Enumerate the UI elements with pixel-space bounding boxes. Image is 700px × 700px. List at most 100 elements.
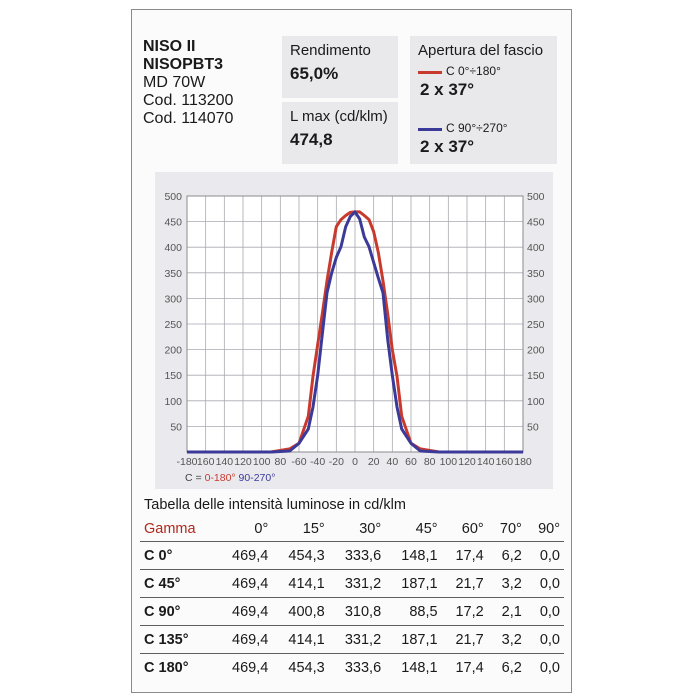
beam-c2-label: C 90°÷270°	[446, 121, 508, 135]
y-tick-label-right: 250	[527, 319, 545, 331]
intensity-value: 17,4	[441, 653, 488, 681]
angle-header: 90°	[525, 517, 564, 542]
x-tick-label: 160	[496, 456, 514, 468]
x-tick-label: 120	[234, 456, 252, 468]
plot-frame	[186, 195, 524, 453]
table-row: C 0° 469,4 454,3 333,6 148,1 17,4 6,2 0,0	[140, 541, 564, 570]
lmax-value: 474,8	[290, 130, 333, 149]
intensity-value: 3,2	[487, 625, 526, 654]
intensity-value: 454,3	[272, 653, 329, 681]
x-tick-label: 140	[216, 456, 234, 468]
beam-box: Apertura del fascio C 0°÷180° 2 x 37° C …	[410, 36, 557, 164]
intensity-value: 21,7	[441, 625, 488, 654]
intensity-value: 187,1	[385, 625, 442, 654]
efficiency-box: Rendimento 65,0%	[282, 36, 398, 98]
y-tick-label-right: 100	[527, 396, 545, 408]
y-tick-label-left: 50	[170, 421, 182, 433]
intensity-value: 310,8	[328, 597, 386, 626]
y-tick-label-left: 150	[164, 370, 182, 382]
y-tick-label-right: 50	[527, 421, 539, 433]
intensity-value: 469,4	[215, 625, 273, 654]
y-tick-label-right: 500	[527, 191, 545, 203]
product-model: NISO II	[143, 38, 196, 55]
intensity-value: 148,1	[385, 541, 442, 570]
y-tick-label-right: 450	[527, 217, 545, 229]
y-tick-label-right: 150	[527, 370, 545, 382]
c-plane-label: C 180°	[140, 653, 216, 681]
intensity-chart-panel: -180 160 140 120 100 80 -60 -40 -20 0 20 40 60 80 100 1…	[155, 172, 553, 489]
intensity-table: Gamma 0° 15° 30° 45° 60° 70° 90° C 0° 469,4 454,3 3…	[140, 517, 564, 681]
intensity-value: 469,4	[215, 569, 273, 598]
product-model-variant: NISOPBT3	[143, 56, 224, 73]
y-tick-label-right: 350	[527, 268, 545, 280]
x-tick-label: -60	[291, 456, 306, 468]
intensity-value: 6,2	[487, 653, 526, 681]
datasheet-panel: NISO II NISOPBT3 MD 70W Cod. 113200 Cod.…	[131, 9, 572, 693]
intensity-value: 2,1	[487, 597, 526, 626]
y-tick-label-left: 350	[164, 268, 182, 280]
intensity-value: 400,8	[272, 597, 329, 626]
product-code-1: Cod. 113200	[143, 92, 234, 109]
intensity-value: 331,2	[328, 625, 386, 654]
angle-header: 60°	[441, 517, 488, 542]
table-row: C 90° 469,4 400,8 310,8 88,5 17,2 2,1 0,0	[140, 597, 564, 626]
x-tick-label: 40	[386, 456, 398, 468]
y-tick-label-left: 450	[164, 217, 182, 229]
product-info: NISO II NISOPBT3 MD 70W Cod. 113200 Cod.…	[143, 38, 233, 128]
c-plane-label: C 135°	[140, 625, 216, 654]
intensity-value: 6,2	[487, 541, 526, 570]
angle-header: 70°	[487, 517, 526, 542]
table-row: C 180° 469,4 454,3 333,6 148,1 17,4 6,2 0,0	[140, 653, 564, 681]
lamp-type: MD 70W	[143, 74, 206, 91]
intensity-value: 187,1	[385, 569, 442, 598]
x-tick-label: 140	[477, 456, 495, 468]
x-tick-label: -20	[329, 456, 344, 468]
angle-header: 30°	[328, 517, 386, 542]
efficiency-value: 65,0%	[290, 64, 339, 83]
intensity-value: 0,0	[525, 597, 564, 626]
x-tick-label: 120	[458, 456, 476, 468]
beam-title: Apertura del fascio	[418, 42, 544, 59]
x-tick-label: 180	[514, 456, 532, 468]
intensity-value: 17,2	[441, 597, 488, 626]
y-tick-label-left: 250	[164, 319, 182, 331]
angle-header: 0°	[215, 517, 273, 542]
y-tick-label-left: 100	[164, 396, 182, 408]
intensity-value: 88,5	[385, 597, 442, 626]
table-row: C 135° 469,4 414,1 331,2 187,1 21,7 3,2 0,0	[140, 625, 564, 654]
beam-c2-value: 2 x 37°	[420, 137, 475, 156]
gamma-header: Gamma	[140, 517, 216, 542]
x-tick-label: 100	[253, 456, 271, 468]
legend-prefix: C =	[185, 472, 205, 484]
intensity-value: 333,6	[328, 541, 386, 570]
c-plane-label: C 45°	[140, 569, 216, 598]
intensity-value: 0,0	[525, 569, 564, 598]
intensity-value: 414,1	[272, 569, 329, 598]
angle-header: 15°	[272, 517, 329, 542]
y-tick-label-left: 300	[164, 293, 182, 305]
legend-line-c0-180	[418, 71, 442, 74]
table-row: C 45° 469,4 414,1 331,2 187,1 21,7 3,2 0,0	[140, 569, 564, 598]
series-line-c90-270	[187, 210, 523, 454]
y-tick-label-right: 300	[527, 293, 545, 305]
c-plane-label: C 90°	[140, 597, 216, 626]
table-title: Tabella delle intensità luminose in cd/k…	[144, 497, 406, 513]
intensity-value: 469,4	[215, 653, 273, 681]
chart-legend: C = 0-180° 90-270°	[185, 472, 275, 484]
lmax-box: L max (cd/klm) 474,8	[282, 102, 398, 164]
lmax-label: L max (cd/klm)	[290, 108, 388, 125]
intensity-value: 331,2	[328, 569, 386, 598]
intensity-value: 333,6	[328, 653, 386, 681]
legend-item-c0-180: 0-180°	[205, 472, 236, 484]
beam-c1-label: C 0°÷180°	[446, 64, 501, 78]
c-plane-label: C 0°	[140, 541, 216, 570]
x-tick-label: 20	[368, 456, 380, 468]
x-tick-label: 80	[274, 456, 286, 468]
y-tick-label-left: 400	[164, 242, 182, 254]
intensity-value: 0,0	[525, 625, 564, 654]
intensity-chart: -180 160 140 120 100 80 -60 -40 -20 0 20 40 60 80 100 1…	[164, 191, 545, 484]
product-code-2: Cod. 114070	[143, 110, 234, 127]
intensity-value: 148,1	[385, 653, 442, 681]
intensity-value: 469,4	[215, 597, 273, 626]
x-tick-label: -180	[176, 456, 197, 468]
